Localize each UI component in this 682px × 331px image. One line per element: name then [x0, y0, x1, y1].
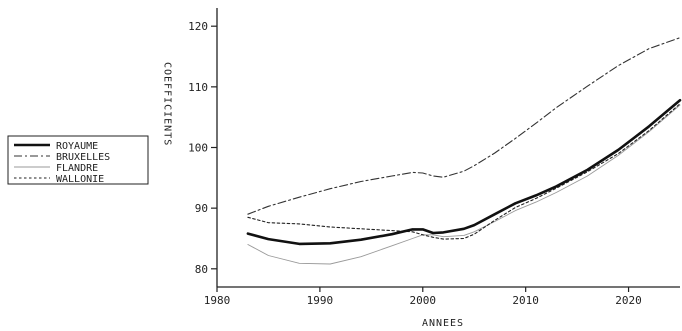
y-ticks: 80 90 100 110 120	[188, 20, 217, 276]
x-axis-label: ANNEES	[422, 318, 464, 329]
legend-label-royaume: ROYAUME	[56, 141, 98, 152]
x-tick-label: 2000	[410, 294, 437, 307]
y-axis-label: COEFFICIENTS	[162, 62, 173, 146]
x-ticks: 1980 1990 2000 2010 2020	[204, 287, 642, 307]
series-line-bruxelles	[247, 37, 681, 215]
x-tick-label: 1990	[307, 294, 334, 307]
legend-label-bruxelles: BRUXELLES	[56, 152, 110, 163]
legend-label-wallonie: WALLONIE	[56, 174, 104, 185]
y-tick-label: 120	[188, 20, 208, 33]
y-tick-label: 110	[188, 81, 208, 94]
y-tick-label: 100	[188, 142, 208, 155]
x-tick-label: 2010	[512, 294, 539, 307]
x-tick-label: 1980	[204, 294, 231, 307]
x-tick-label: 2020	[615, 294, 642, 307]
axes	[216, 8, 680, 288]
series-layer	[246, 37, 682, 265]
y-tick-label: 80	[195, 263, 208, 276]
legend-label-flandre: FLANDRE	[56, 163, 98, 174]
y-tick-label: 90	[195, 202, 208, 215]
series-line-wallonie	[247, 103, 681, 240]
series-line-flandre	[247, 104, 681, 265]
series-line-royaume	[246, 98, 682, 246]
